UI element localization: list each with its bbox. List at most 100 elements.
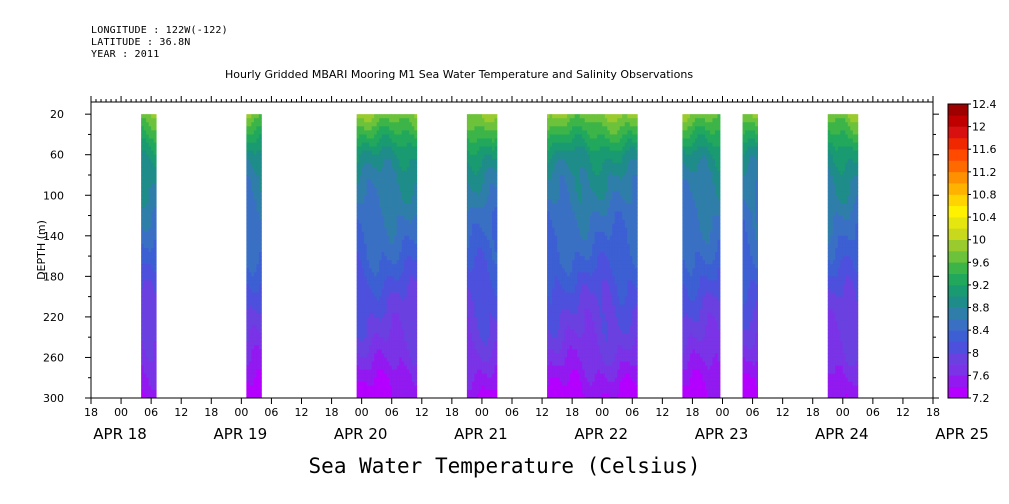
temperature-cell	[481, 150, 485, 156]
temperature-cell	[148, 134, 152, 139]
temperature-cell	[479, 166, 483, 172]
temperature-cell	[589, 179, 593, 184]
temperature-cell	[386, 369, 390, 375]
temperature-cell	[469, 150, 473, 156]
temperature-cell	[376, 316, 380, 322]
temperature-cell	[494, 195, 498, 200]
temperature-cell	[394, 320, 398, 326]
temperature-cell	[359, 243, 363, 249]
temperature-cell	[484, 158, 488, 164]
temperature-cell	[481, 357, 485, 362]
temperature-cell	[592, 235, 596, 241]
temperature-cell	[374, 296, 378, 302]
temperature-cell	[562, 373, 566, 379]
temperature-cell	[489, 353, 493, 358]
temperature-cell	[361, 320, 365, 326]
temperature-cell	[559, 260, 563, 265]
temperature-cell	[141, 195, 145, 200]
temperature-cell	[567, 183, 571, 188]
temperature-cell	[474, 166, 478, 172]
temperature-cell	[366, 300, 370, 306]
temperature-cell	[597, 174, 601, 180]
temperature-cell	[258, 325, 262, 330]
temperature-cell	[374, 316, 378, 322]
temperature-cell	[374, 300, 378, 306]
temperature-cell	[584, 341, 588, 346]
temperature-cell	[369, 381, 373, 387]
temperature-cell	[396, 377, 400, 383]
temperature-cell	[141, 296, 145, 302]
temperature-cell	[486, 223, 490, 229]
temperature-cell	[409, 252, 413, 257]
temperature-cell	[246, 203, 250, 208]
temperature-cell	[366, 239, 370, 245]
temperature-cell	[364, 195, 368, 200]
temperature-cell	[411, 365, 415, 371]
temperature-cell	[396, 114, 400, 119]
temperature-cell	[567, 353, 571, 358]
temperature-cell	[557, 333, 561, 338]
temperature-cell	[599, 320, 603, 326]
temperature-cell	[411, 191, 415, 196]
temperature-cell	[391, 150, 395, 156]
temperature-cell	[562, 191, 566, 196]
temperature-cell	[557, 361, 561, 366]
temperature-cell	[411, 158, 415, 164]
temperature-cell	[574, 195, 578, 200]
temperature-cell	[567, 361, 571, 366]
temperature-cell	[592, 207, 596, 212]
temperature-cell	[146, 329, 150, 334]
temperature-cell	[356, 150, 360, 156]
temperature-cell	[594, 211, 598, 216]
temperature-cell	[486, 276, 490, 281]
temperature-cell	[599, 288, 603, 293]
temperature-cell	[577, 215, 581, 220]
temperature-cell	[248, 158, 252, 164]
temperature-cell	[356, 369, 360, 375]
temperature-cell	[411, 219, 415, 225]
temperature-cell	[579, 316, 583, 322]
temperature-cell	[386, 337, 390, 342]
temperature-cell	[148, 170, 152, 176]
temperature-cell	[248, 377, 252, 383]
temperature-cell	[491, 231, 495, 237]
temperature-cell	[594, 134, 598, 139]
temperature-cell	[391, 312, 395, 318]
temperature-cell	[253, 154, 257, 160]
temperature-cell	[404, 300, 408, 306]
temperature-cell	[396, 243, 400, 249]
temperature-cell	[594, 300, 598, 306]
temperature-cell	[253, 227, 257, 233]
temperature-cell	[549, 191, 553, 196]
temperature-cell	[476, 361, 480, 366]
temperature-cell	[567, 227, 571, 233]
temperature-cell	[251, 134, 255, 139]
temperature-cell	[494, 333, 498, 338]
temperature-cell	[557, 296, 561, 302]
temperature-cell	[401, 118, 405, 123]
temperature-cell	[151, 280, 155, 285]
temperature-cell	[589, 219, 593, 225]
temperature-cell	[411, 341, 415, 346]
temperature-cell	[391, 288, 395, 293]
temperature-cell	[386, 162, 390, 168]
temperature-cell	[251, 191, 255, 196]
temperature-cell	[256, 296, 260, 302]
temperature-cell	[151, 239, 155, 245]
temperature-cell	[602, 345, 606, 350]
temperature-cell	[594, 223, 598, 229]
temperature-cell	[153, 146, 157, 152]
temperature-cell	[256, 179, 260, 184]
temperature-cell	[374, 312, 378, 318]
temperature-cell	[481, 207, 485, 212]
temperature-cell	[579, 231, 583, 237]
temperature-cell	[396, 312, 400, 318]
temperature-cell	[153, 329, 157, 334]
temperature-cell	[391, 223, 395, 229]
temperature-cell	[258, 349, 262, 354]
temperature-cell	[356, 280, 360, 285]
temperature-cell	[153, 393, 157, 399]
temperature-cell	[153, 134, 157, 139]
temperature-cell	[476, 288, 480, 293]
temperature-cell	[597, 393, 601, 399]
